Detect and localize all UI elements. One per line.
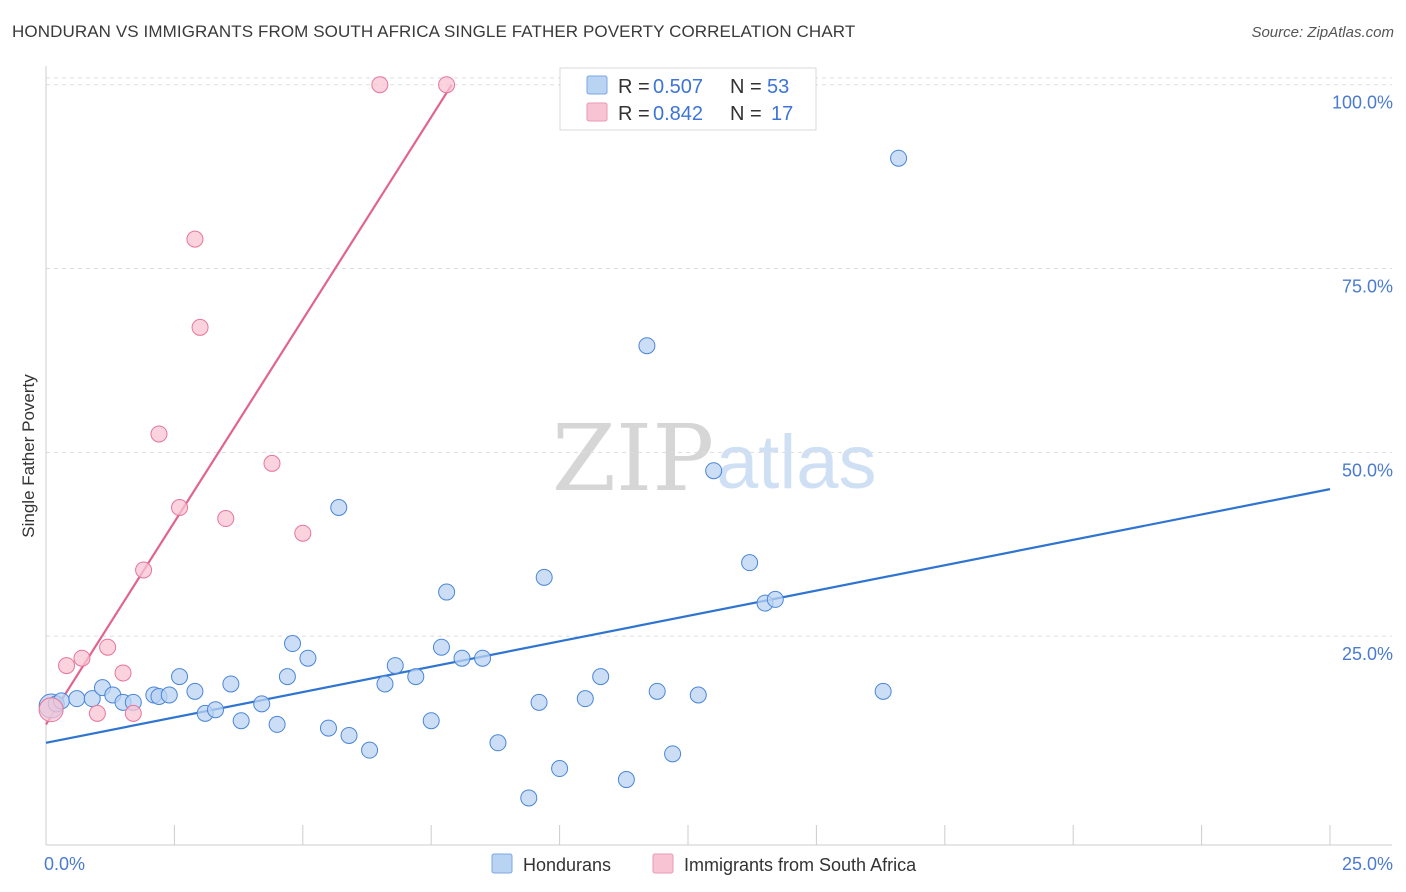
legend-r-label-2: R = [618,103,650,125]
trend-line-1 [45,84,453,726]
legend-n-label-1: N = [730,76,762,98]
honduran-point-21 [284,635,302,653]
honduran-point-19 [268,715,286,733]
honduran-point-16 [222,675,240,693]
legend-n-label-2: N = [730,103,762,125]
south-africa-point-14 [294,524,312,542]
honduran-point-36 [520,789,538,807]
honduran-point-45 [664,745,682,763]
honduran-point-28 [386,657,404,675]
legend-label-hondurans: Hondurans [523,855,611,875]
south-africa-point-15 [371,76,389,94]
honduran-point-31 [432,638,450,656]
legend-swatch-south-africa [586,102,608,122]
honduran-point-20 [278,668,296,686]
y-tick-label-2: 75.0% [1342,277,1393,297]
honduran-point-30 [422,712,440,730]
legend-r-label-1: R = [618,76,650,98]
honduran-point-48 [741,554,759,572]
south-africa-point-8 [150,425,168,443]
south-africa-point-1 [58,657,76,675]
legend-swatch-bottom-south-africa [652,853,674,874]
south-africa-point-4 [99,638,117,656]
honduran-point-37 [530,693,548,711]
south-africa-point-7 [135,561,153,579]
honduran-point-47 [705,462,723,480]
trend-line-0 [45,488,1331,744]
honduran-point-17 [232,712,250,730]
series-legend: Hondurans Immigrants from South Africa [491,853,917,875]
y-tick-label-0: 25.0% [1342,644,1393,664]
honduran-point-43 [638,337,656,355]
hondurans-points [38,149,908,807]
honduran-point-39 [551,760,569,778]
honduran-point-34 [474,649,492,667]
honduran-point-33 [453,649,471,667]
south-africa-point-12 [217,510,235,528]
honduran-point-42 [617,771,635,789]
south-africa-point-16 [438,76,456,94]
honduran-point-11 [160,686,178,704]
south-africa-point-10 [186,230,204,248]
y-tick-label-3: 100.0% [1332,93,1393,113]
legend-n-value-2: 17 [771,103,793,125]
south-africa-point-3 [88,704,106,722]
south-africa-point-2 [73,649,91,667]
honduran-point-12 [171,668,189,686]
south-africa-point-9 [171,499,189,516]
chart-title: HONDURAN VS IMMIGRANTS FROM SOUTH AFRICA… [12,22,856,41]
honduran-point-35 [489,734,507,752]
honduran-point-51 [874,682,892,700]
honduran-point-46 [689,686,707,704]
y-tick-labels: 25.0% 50.0% 75.0% 100.0% [1332,93,1393,664]
legend-r-value-1: 0.507 [653,76,703,98]
honduran-point-27 [376,675,394,693]
honduran-point-29 [407,668,425,686]
watermark-atlas: atlas [716,420,877,505]
south-africa-point-0 [38,697,64,723]
south-africa-point-6 [124,704,142,722]
legend-r-value-2: 0.842 [653,103,703,125]
honduran-point-15 [206,701,224,719]
south-africa-point-13 [263,454,281,472]
honduran-point-26 [361,741,379,759]
honduran-point-41 [592,668,610,686]
honduran-point-25 [340,726,358,744]
y-tick-label-1: 50.0% [1342,460,1393,480]
x-tick-labels: 0.0% 25.0% [44,854,1393,874]
x-tick-label-0: 0.0% [44,854,85,874]
south-africa-points [38,76,456,723]
legend-swatch-bottom-hondurans [491,853,513,874]
gridlines [46,77,1392,637]
honduran-point-32 [438,583,456,601]
honduran-point-13 [186,682,204,700]
honduran-point-40 [576,690,594,708]
honduran-point-24 [330,499,348,516]
honduran-point-38 [535,568,553,586]
honduran-point-18 [253,695,271,713]
honduran-point-44 [648,682,666,700]
y-axis-title: Single Father Poverty [19,374,38,538]
x-tick-label-1: 25.0% [1342,854,1393,874]
honduran-point-52 [890,149,908,167]
legend-swatch-hondurans [586,75,608,95]
stats-legend: R = 0.507 N = 53 R = 0.842 N = 17 [559,67,817,131]
honduran-point-23 [319,719,337,737]
legend-n-value-1: 53 [767,76,789,98]
honduran-point-50 [766,590,784,608]
source-note: Source: ZipAtlas.com [1251,24,1394,41]
south-africa-point-11 [191,318,209,336]
south-africa-point-5 [114,664,132,682]
watermark-zip: ZIP [552,405,714,512]
honduran-point-3 [68,690,86,708]
legend-label-south-africa: Immigrants from South Africa [684,855,917,875]
honduran-point-22 [299,649,317,667]
